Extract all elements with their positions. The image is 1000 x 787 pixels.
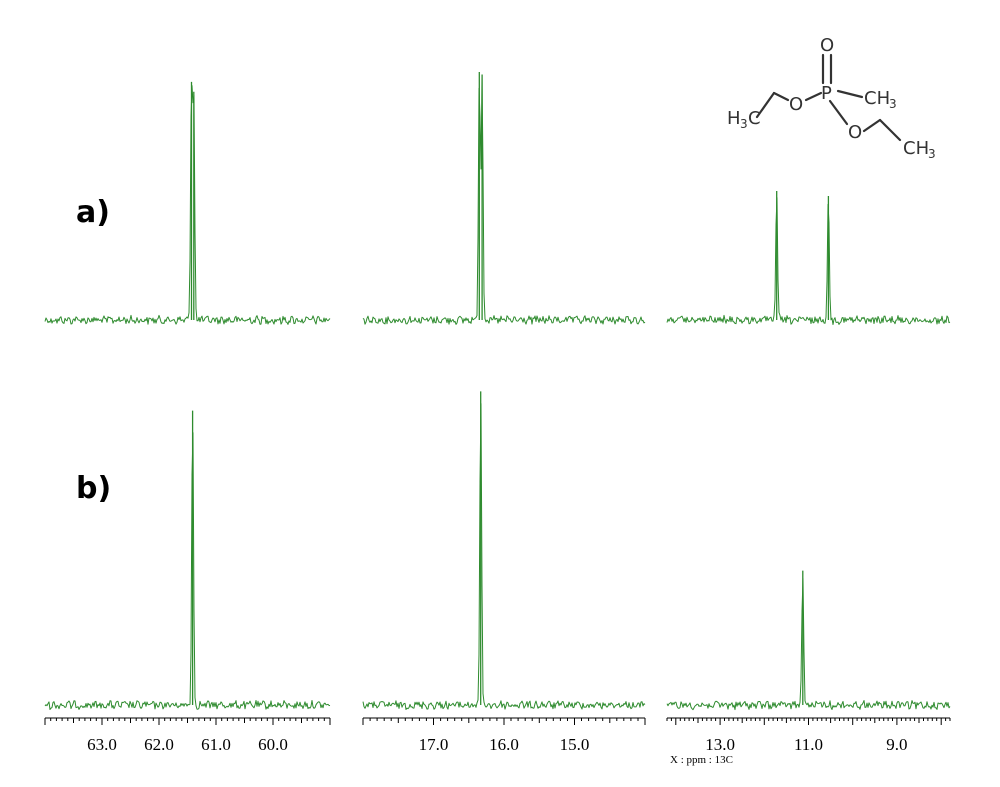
tick-label-panel-3-3: 9.0 [886, 735, 907, 754]
bond-ch2-ch3-left [755, 91, 776, 119]
atom-o-left: O [789, 94, 803, 115]
tick-label-panel-2-1: 17.0 [419, 735, 449, 754]
atom-h3c-left-sub: 3 [740, 117, 748, 131]
atom-o-top: O [820, 35, 834, 56]
spectrum-line-a-panel-1 [44, 85, 331, 325]
atom-o-right: O [848, 122, 862, 143]
bond-p-ch3 [836, 89, 864, 99]
row-label-b: b) [76, 471, 112, 506]
molecule-structure [755, 53, 902, 142]
atom-h3c-left-h: H [727, 108, 741, 129]
molecule-atoms: O P CH 3 O H 3 C O CH 3 [727, 35, 936, 161]
tick-label-panel-1-3: 61.0 [201, 735, 231, 754]
bond-p-o-left [804, 91, 823, 102]
atom-ch3-right: CH [864, 88, 890, 109]
atom-ch3-right-sub: 3 [889, 97, 897, 111]
tick-label-panel-1-4: 60.0 [258, 735, 288, 754]
atom-ch3-bottom-sub: 3 [928, 147, 936, 161]
bond-o-ch2-right [862, 118, 882, 133]
row-label-a: a) [76, 195, 110, 230]
axis-unit-label: X : ppm : 13C [670, 754, 733, 766]
atom-p: P [821, 83, 832, 104]
tick-label-panel-3-2: 11.0 [794, 735, 823, 754]
spectrum-line-b-panel-2 [362, 403, 646, 710]
tick-label-panel-1-1: 63.0 [87, 735, 117, 754]
axis-layer: 63.0 62.0 61.0 60.0 17.0 16.0 15.0 13.0 11.0 9.0 [44, 717, 951, 754]
tick-label-panel-1-2: 62.0 [144, 735, 174, 754]
tick-label-panel-3-1: 13.0 [705, 735, 735, 754]
spectrum-line-b-panel-3 [666, 578, 951, 711]
spectra-layer [44, 72, 951, 711]
atom-h3c-left-c: C [748, 108, 761, 129]
tick-label-panel-2-2: 16.0 [489, 735, 519, 754]
spectrum-line-a-panel-2 [362, 76, 646, 325]
spectrum-line-a-panel-3 [666, 197, 951, 325]
bond-ch2-ch3-right [878, 118, 902, 142]
spectrum-line-b-panel-1 [44, 432, 331, 710]
atom-ch3-bottom: CH [903, 138, 929, 159]
bond-p-o-right [828, 99, 849, 126]
bond-o-ch2-left [772, 91, 790, 102]
tick-label-panel-2-3: 15.0 [560, 735, 590, 754]
